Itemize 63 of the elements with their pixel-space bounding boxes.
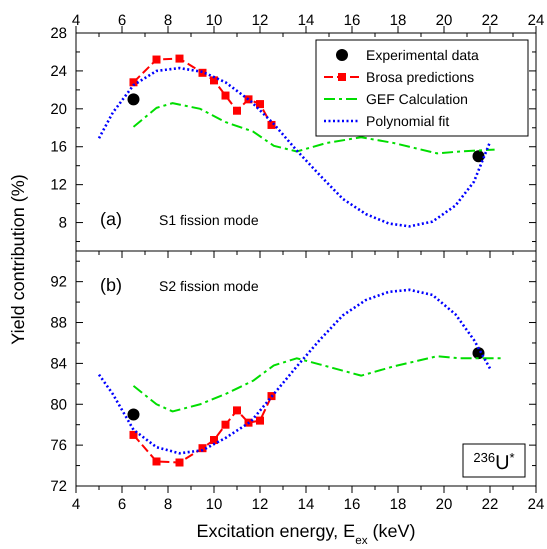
x-tick-label: 10: [206, 496, 222, 513]
point: [256, 100, 264, 108]
y-tick-label: 20: [50, 100, 67, 118]
y-tick-label: 28: [50, 25, 67, 42]
legend-label: Experimental data: [366, 47, 480, 63]
y-tick-label: 8: [58, 214, 67, 232]
y-axis-title: Yield contribution (%): [8, 174, 28, 345]
x-tick-label: 8: [164, 496, 172, 513]
point: [152, 457, 160, 466]
x2-tick-label: 12: [252, 12, 268, 29]
x2-tick-label: 16: [344, 12, 360, 29]
y-tick-label: 92: [50, 274, 67, 291]
point: [233, 406, 241, 414]
x-tick-label: 14: [298, 496, 314, 513]
y-tick-label: 12: [50, 176, 67, 194]
point: [130, 430, 138, 439]
x2-tick-label: 4: [72, 12, 80, 29]
x2-tick-label: 8: [164, 12, 172, 29]
annotation: (a): [100, 209, 122, 229]
legend-label: Brosa predictions: [366, 69, 474, 85]
point: [128, 408, 140, 420]
point: [256, 416, 264, 425]
annotation: (b): [100, 275, 122, 295]
x2-tick-label: 20: [436, 12, 452, 29]
point: [210, 76, 218, 84]
x2-tick-label: 6: [118, 12, 126, 29]
point: [222, 420, 230, 429]
x-tick-label: 22: [482, 496, 498, 513]
y-tick-label: 76: [50, 437, 67, 454]
x-tick-label: 6: [118, 496, 126, 513]
x-tick-label: 16: [344, 496, 360, 513]
annotation: S1 fission mode: [159, 212, 259, 228]
x-axis-title: Excitation energy, E$_{ex}$ (keV): [196, 521, 416, 546]
line-series: [98, 66, 492, 228]
y-tick-label: 84: [50, 355, 67, 372]
x2-tick-label: 22: [482, 12, 498, 29]
point: [176, 54, 184, 63]
x-tick-label: 20: [436, 496, 452, 513]
point: [176, 458, 184, 466]
y-tick-label: 88: [50, 314, 67, 332]
point: [472, 150, 484, 162]
point: [152, 56, 160, 64]
annotation: $^{236}$U$^{*}$: [473, 450, 515, 474]
annotation: S2 fission mode: [159, 278, 259, 294]
legend-label: GEF Calculation: [366, 91, 468, 107]
x2-tick-label: 14: [298, 12, 314, 29]
legend-label: Polynomial fit: [366, 113, 450, 129]
x2-tick-label: 24: [528, 12, 544, 29]
x2-tick-label: 10: [206, 12, 222, 29]
x-tick-label: 12: [252, 496, 268, 513]
y-tick-label: 72: [50, 478, 67, 495]
x2-tick-label: 18: [390, 12, 406, 29]
y-tick-label: 24: [50, 62, 67, 80]
point: [233, 106, 241, 115]
x-tick-label: 18: [390, 496, 406, 513]
y-tick-label: 80: [50, 396, 67, 414]
point: [210, 436, 218, 444]
point: [128, 93, 140, 106]
x-tick-label: 4: [72, 496, 80, 513]
point: [222, 92, 230, 100]
label-box: $^{236}$U$^{*}$: [462, 444, 526, 478]
y-tick-label: 16: [50, 138, 67, 156]
x-tick-label: 24: [528, 496, 544, 513]
